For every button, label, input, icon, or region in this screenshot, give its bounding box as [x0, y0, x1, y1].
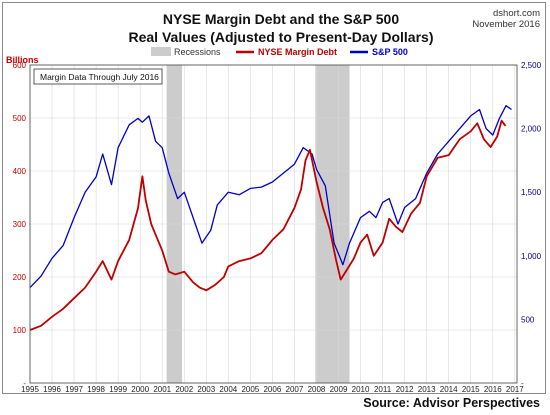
y-left-axis-label: Billions — [6, 55, 39, 65]
chart-subtitle: Real Values (Adjusted to Present-Day Dol… — [129, 29, 434, 45]
legend-recession-swatch — [151, 47, 171, 56]
annotation-box — [33, 68, 163, 85]
x-tick-label: 1996 — [43, 385, 61, 394]
margin-debt-line — [29, 119, 507, 331]
x-tick-label: 2004 — [219, 385, 237, 394]
legend-margin-label: NYSE Margin Debt — [258, 47, 337, 57]
annotation-text: Margin Data Through July 2016 — [40, 72, 159, 82]
x-tick-label: 2013 — [418, 385, 436, 394]
y-left-tick-label: 500 — [13, 114, 27, 123]
y-right-tick-label: 1,000 — [521, 252, 542, 261]
x-tick-label: 2007 — [286, 385, 304, 394]
y-right-tick-label: - — [521, 379, 524, 388]
x-tick-label: 2016 — [484, 385, 502, 394]
y-right-tick-label: 2,500 — [521, 61, 542, 70]
y-left-tick-label: 400 — [13, 167, 27, 176]
x-tick-label: 2017 — [506, 385, 524, 394]
source-date: November 2016 — [472, 19, 540, 30]
source-site: dshort.com — [493, 8, 540, 19]
x-tick-label: 2011 — [374, 385, 392, 394]
x-tick-label: 2005 — [241, 385, 259, 394]
x-tick-label: 2000 — [131, 385, 149, 394]
legend-sp500-label: S&P 500 — [372, 47, 408, 57]
y-right-tick-label: 1,500 — [521, 188, 542, 197]
x-tick-label: 2008 — [308, 385, 326, 394]
y-left-tick-label: - — [23, 379, 26, 388]
x-tick-label: 2010 — [352, 385, 370, 394]
chart-title: NYSE Margin Debt and the S&P 500 — [163, 11, 399, 27]
legend-recession-label: Recessions — [174, 47, 221, 57]
x-tick-label: 2006 — [263, 385, 281, 394]
y-left-tick-label: 300 — [13, 220, 27, 229]
x-tick-label: 2002 — [175, 385, 193, 394]
y-left-tick-label: 100 — [13, 326, 27, 335]
x-tick-label: 2003 — [197, 385, 215, 394]
plot-area — [29, 64, 518, 384]
x-tick-label: 2015 — [462, 385, 480, 394]
source-credit: Source: Advisor Perspectives — [363, 396, 540, 410]
y-right-tick-label: 2,000 — [521, 125, 542, 134]
chart-frame: NYSE Margin Debt and the S&P 500 Real Va… — [2, 2, 546, 394]
x-tick-label: 2012 — [396, 385, 414, 394]
x-tick-label: 1998 — [87, 385, 105, 394]
y-right-tick-label: 500 — [521, 315, 535, 324]
x-tick-label: 1995 — [21, 385, 39, 394]
x-tick-label: 1997 — [65, 385, 83, 394]
x-tick-label: 2009 — [330, 385, 348, 394]
x-tick-label: 2001 — [153, 385, 171, 394]
y-left-tick-label: 600 — [13, 61, 27, 70]
x-tick-label: 1999 — [109, 385, 127, 394]
x-tick-label: 2014 — [440, 385, 458, 394]
chart: NYSE Margin Debt and the S&P 500 Real Va… — [6, 8, 542, 394]
sp500-line — [29, 105, 512, 289]
y-left-tick-label: 200 — [13, 273, 27, 282]
